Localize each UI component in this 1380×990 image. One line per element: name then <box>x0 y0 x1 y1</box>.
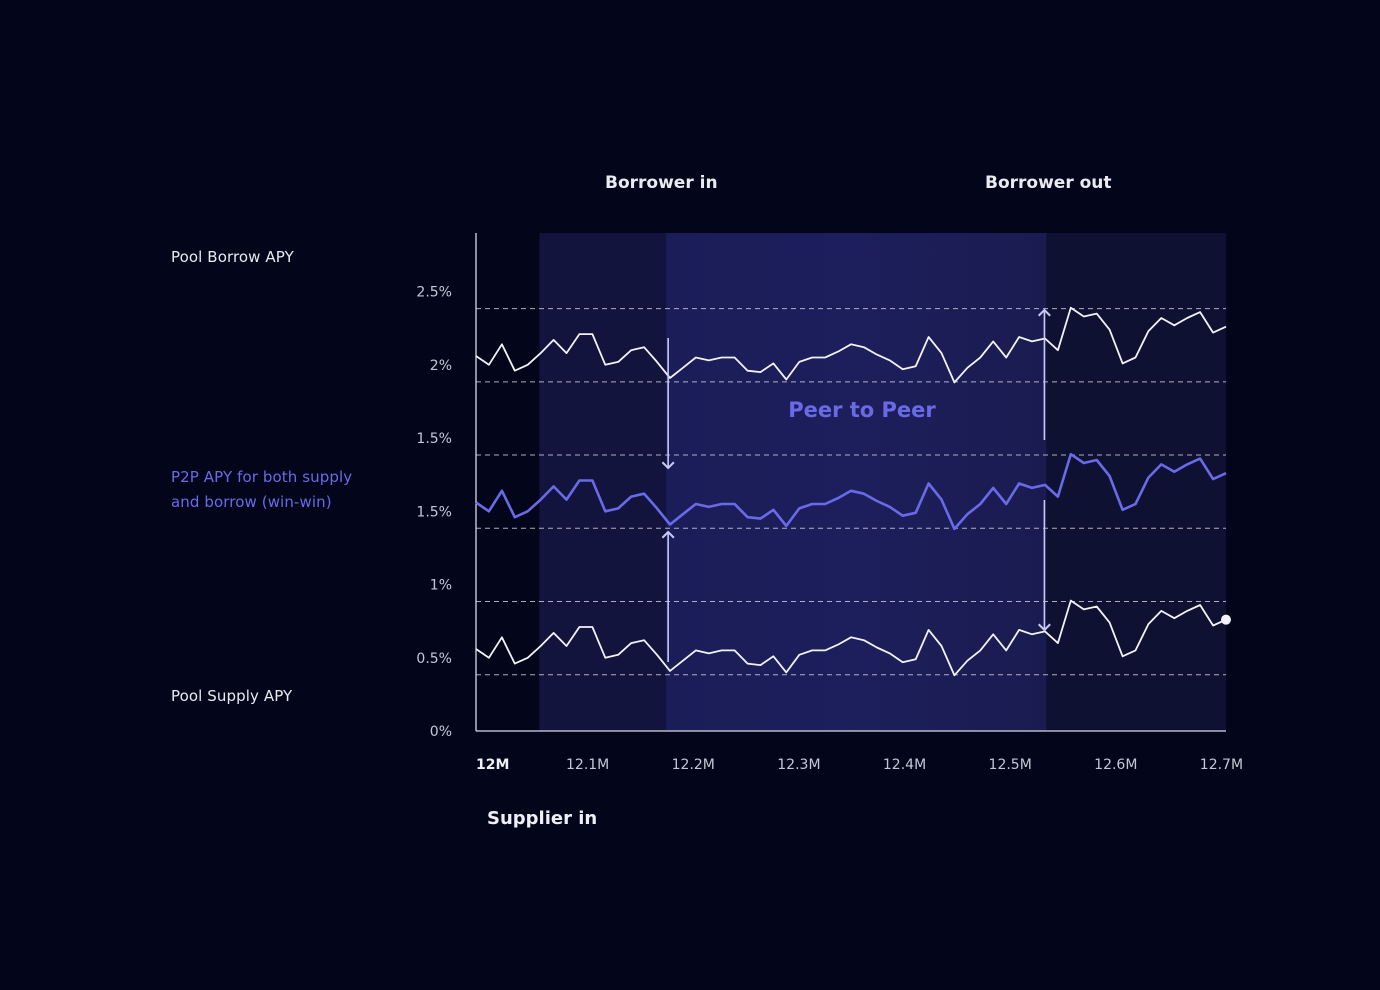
legend-pool-supply: Pool Supply APY <box>171 687 293 705</box>
series-line-p2p-apy <box>475 452 1227 531</box>
legend-p2p-line1: P2P APY for both supply <box>171 468 353 486</box>
y-tick-label: 1.5% <box>416 504 452 520</box>
x-tick-label: 12.7M <box>1200 757 1243 773</box>
label-borrower-out: Borrower out <box>985 173 1112 193</box>
peer-to-peer-label: Peer to Peer <box>788 398 936 422</box>
y-tick-label: 1% <box>430 578 452 594</box>
region-borrower-out <box>1046 233 1226 731</box>
x-tick-label: 12.5M <box>989 757 1032 773</box>
x-tick-label: 12.3M <box>777 757 820 773</box>
x-tick-label: 12.6M <box>1094 757 1137 773</box>
y-tick-label: 1.5% <box>416 431 452 447</box>
series-end-point <box>1221 614 1231 625</box>
legend-p2p-line2: and borrow (win-win) <box>171 493 332 511</box>
legend-p2p: P2P APY for both supply and borrow (win-… <box>171 465 352 515</box>
legend-pool-borrow: Pool Borrow APY <box>171 248 294 266</box>
y-tick-label: 2% <box>430 358 452 374</box>
x-tick-label: 12.2M <box>672 757 715 773</box>
x-tick-label: 12.1M <box>566 757 609 773</box>
series-line-pool-supply-apy <box>475 599 1227 677</box>
region-supplier-in <box>539 233 667 731</box>
y-tick-label: 0% <box>430 724 452 740</box>
y-tick-label: 0.5% <box>416 651 452 667</box>
x-tick-label: 12M <box>476 757 509 773</box>
label-borrower-in: Borrower in <box>605 173 718 193</box>
x-axis-title: Supplier in <box>487 808 598 829</box>
y-tick-label: 2.5% <box>416 285 452 301</box>
series-line-pool-borrow-apy <box>475 306 1227 384</box>
x-tick-label: 12.4M <box>883 757 926 773</box>
region-peer-to-peer <box>666 233 1047 731</box>
